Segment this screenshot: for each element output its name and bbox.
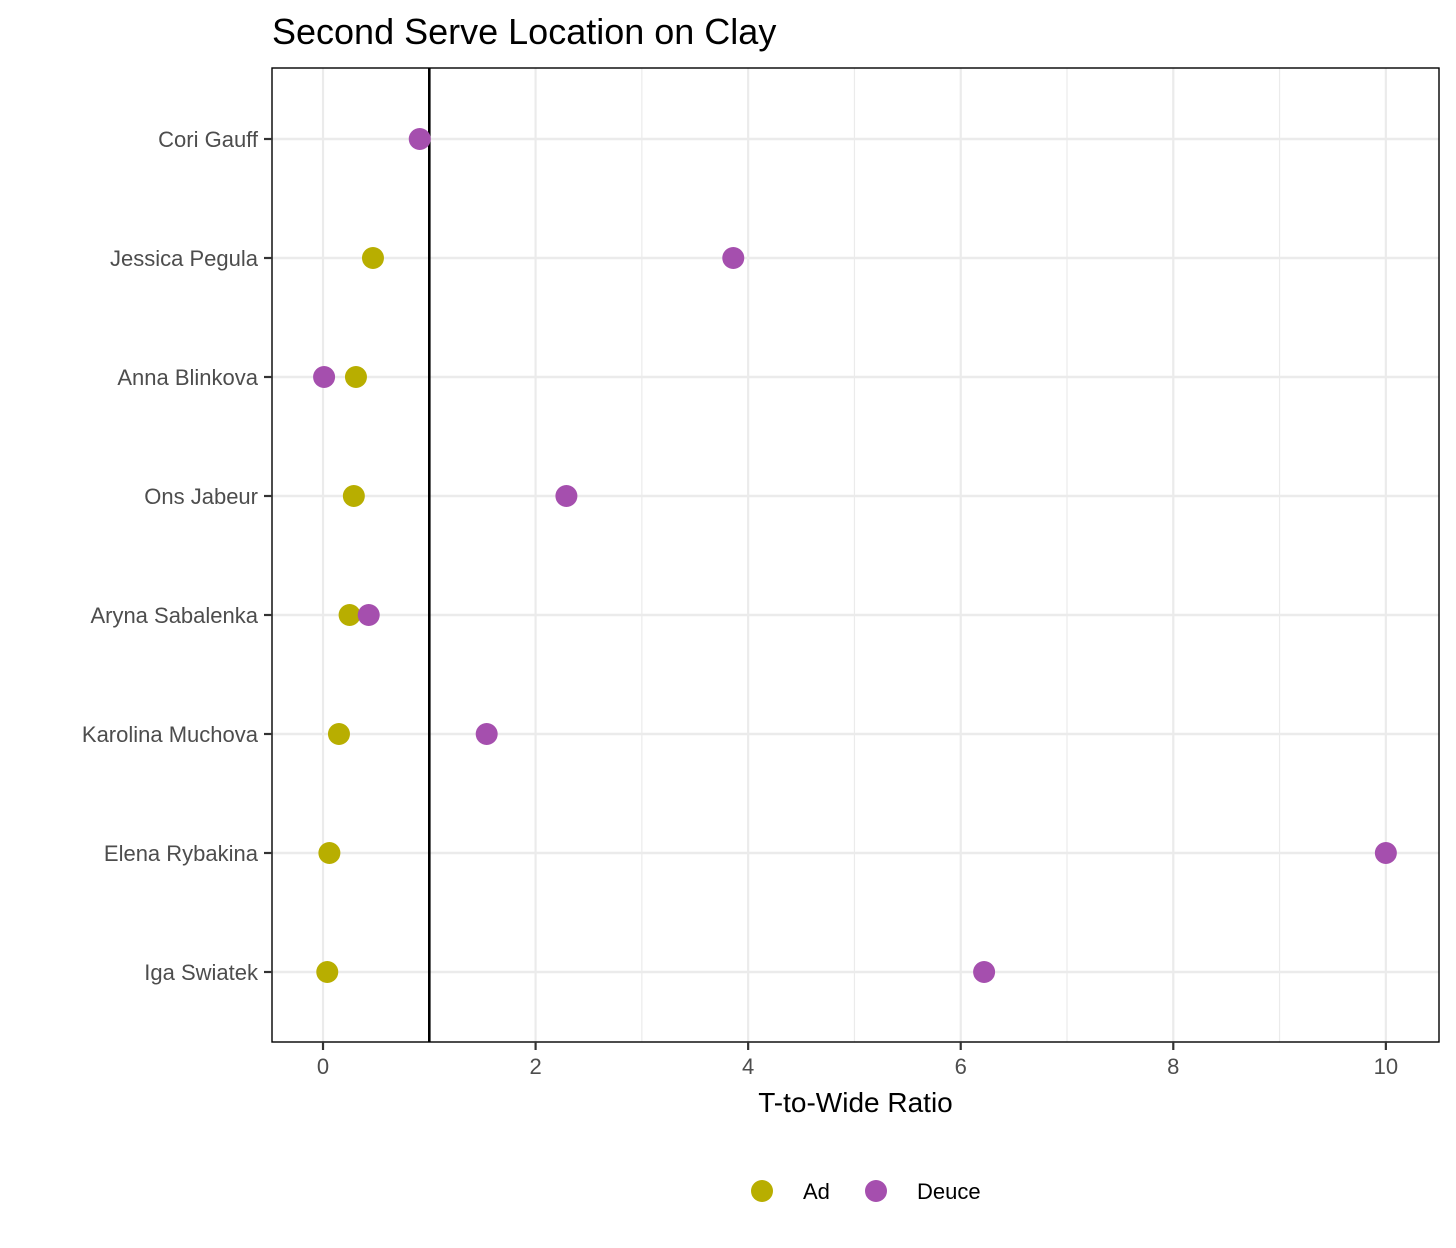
point-deuce xyxy=(408,128,431,150)
point-deuce xyxy=(973,961,996,983)
plot-border xyxy=(271,67,1440,1043)
chart-title: Second Serve Location on Clay xyxy=(272,11,776,52)
legend-key-deuce xyxy=(865,1180,887,1202)
y-tick-label: Jessica Pegula xyxy=(110,246,259,271)
x-axis: 0 2 4 6 8 10 xyxy=(317,1042,1398,1079)
point-ad xyxy=(361,247,384,269)
y-tick-label: Elena Rybakina xyxy=(104,841,259,866)
x-tick-label: 4 xyxy=(742,1054,754,1079)
point-ad xyxy=(338,604,361,626)
y-tick-label: Karolina Muchova xyxy=(82,722,259,747)
x-axis-title: T-to-Wide Ratio xyxy=(758,1087,953,1118)
x-tick-label: 0 xyxy=(317,1054,329,1079)
legend: Ad Deuce xyxy=(751,1179,981,1204)
point-deuce xyxy=(475,723,498,745)
point-ad xyxy=(344,366,367,388)
legend-label-ad: Ad xyxy=(803,1179,830,1204)
point-deuce xyxy=(357,604,380,626)
grid-lines xyxy=(272,68,1439,1042)
point-ad xyxy=(342,485,365,507)
y-axis: Cori Gauff Jessica Pegula Anna Blinkova Ons… xyxy=(82,127,272,985)
legend-key-ad xyxy=(751,1180,773,1202)
x-tick-label: 10 xyxy=(1374,1054,1398,1079)
y-tick-label: Cori Gauff xyxy=(158,127,259,152)
y-tick-label: Ons Jabeur xyxy=(144,484,258,509)
point-deuce xyxy=(555,485,578,507)
point-ad xyxy=(318,842,341,864)
x-tick-label: 8 xyxy=(1167,1054,1179,1079)
x-tick-label: 6 xyxy=(955,1054,967,1079)
legend-label-deuce: Deuce xyxy=(917,1179,981,1204)
data-points xyxy=(313,128,1397,983)
point-ad xyxy=(316,961,339,983)
y-tick-label: Iga Swiatek xyxy=(144,960,259,985)
y-tick-label: Anna Blinkova xyxy=(117,365,258,390)
point-deuce xyxy=(313,366,336,388)
point-deuce xyxy=(1374,842,1397,864)
plot-background xyxy=(272,68,1439,1042)
y-tick-label: Aryna Sabalenka xyxy=(90,603,258,628)
point-deuce xyxy=(722,247,745,269)
point-ad xyxy=(327,723,350,745)
x-tick-label: 2 xyxy=(529,1054,541,1079)
